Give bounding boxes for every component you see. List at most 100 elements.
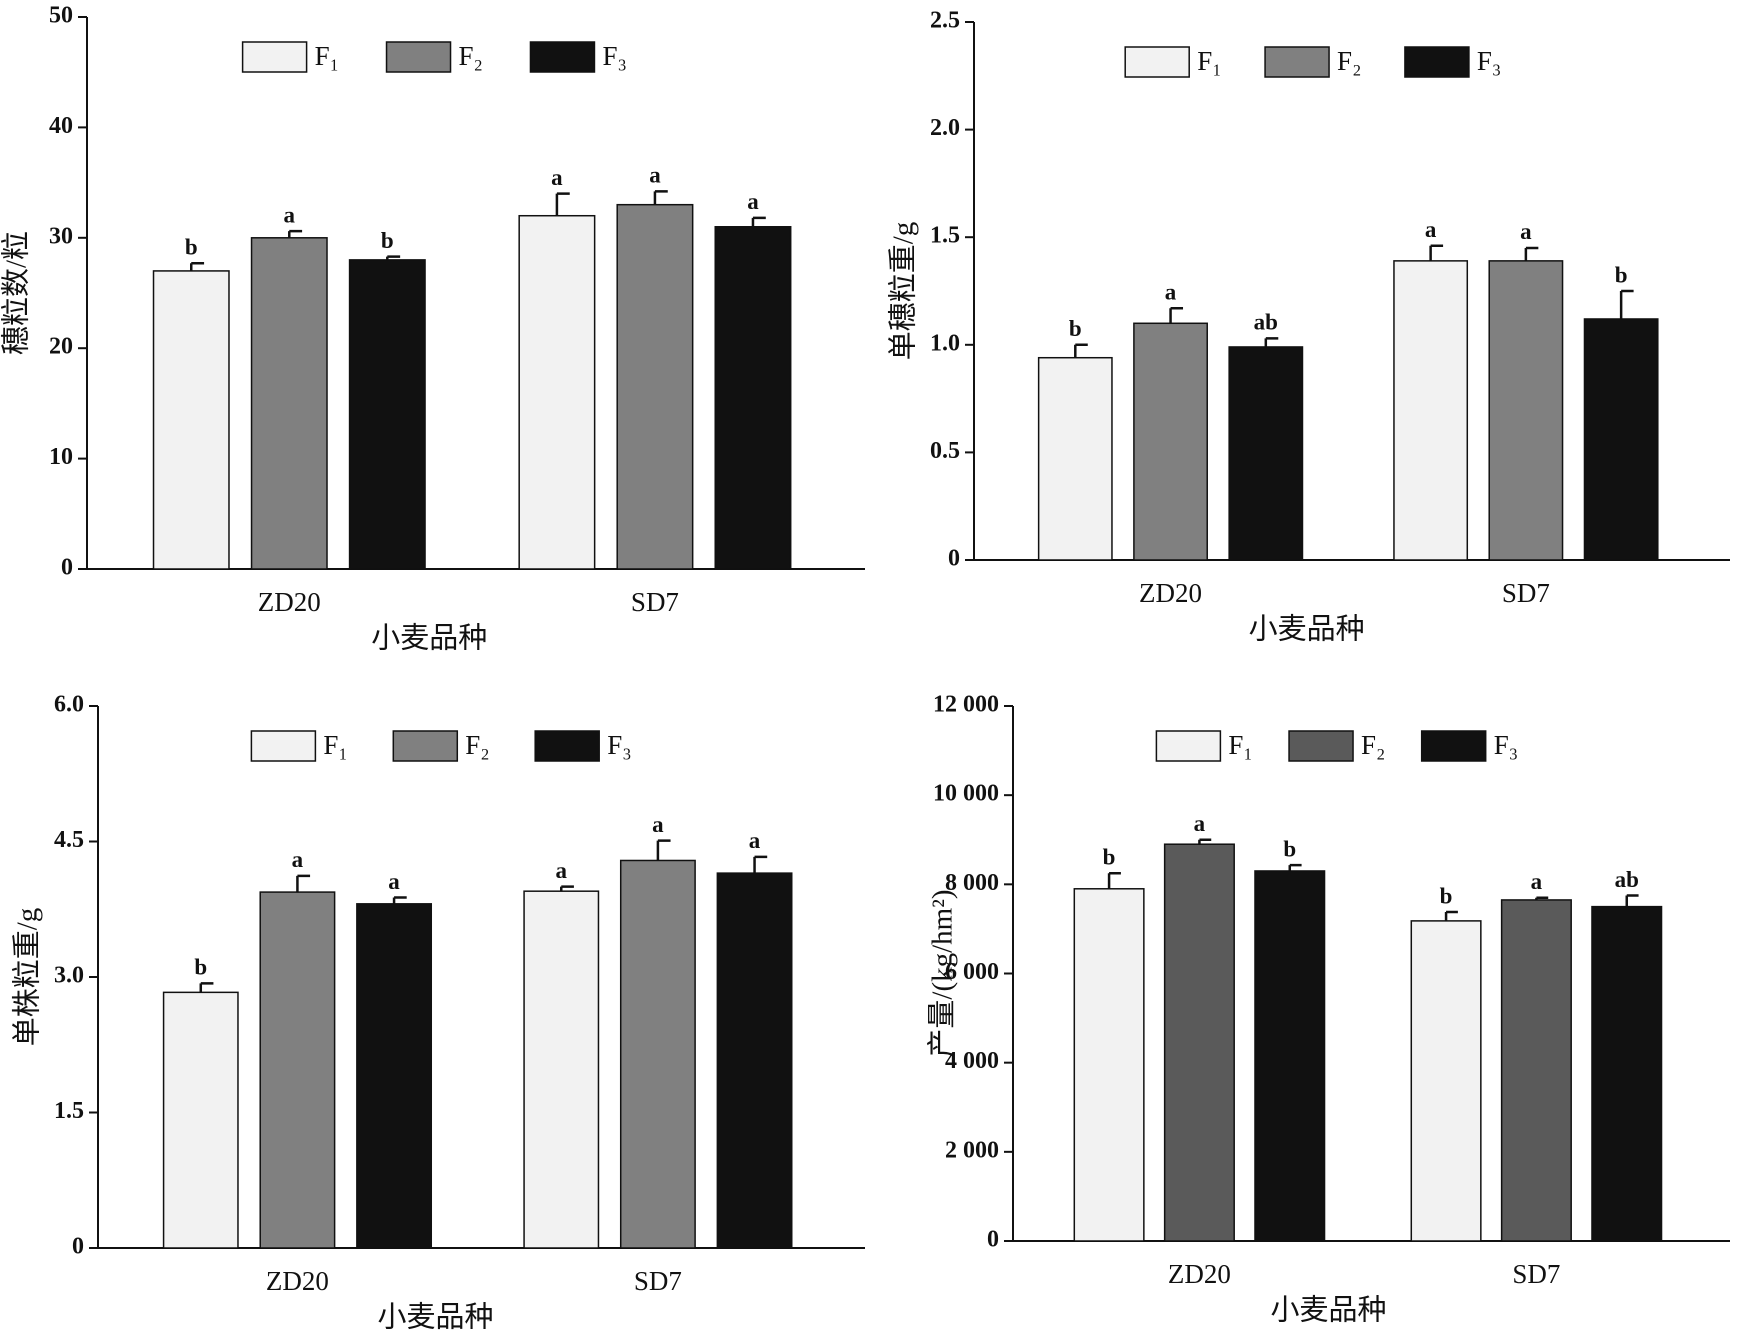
y-tick-label: 6.0 xyxy=(54,692,84,718)
legend-label: F₂ xyxy=(1361,730,1385,760)
significance-letter: a xyxy=(749,828,761,853)
y-tick-label: 1.5 xyxy=(930,223,960,249)
x-tick-label: ZD20 xyxy=(1168,1259,1231,1289)
y-tick-label: 0 xyxy=(72,1234,84,1260)
y-tick-label: 0 xyxy=(987,1227,999,1253)
legend-swatch xyxy=(1404,46,1470,78)
y-axis-label: 产量/(kg/hm²) xyxy=(926,889,959,1057)
legend-label: F₁ xyxy=(315,41,339,71)
error-bar xyxy=(555,192,570,216)
x-tick-label: SD7 xyxy=(1512,1259,1560,1289)
x-tick-label: ZD20 xyxy=(266,1266,329,1296)
significance-letter: a xyxy=(1520,219,1532,244)
y-tick-label: 4.5 xyxy=(54,827,84,853)
error-bar xyxy=(1169,306,1184,324)
x-axis-label: 小麦品种 xyxy=(377,1301,493,1334)
legend-swatch xyxy=(1288,730,1354,762)
error-bar xyxy=(386,255,401,260)
bar xyxy=(1500,899,1572,1242)
legend-swatch xyxy=(534,730,600,762)
error-bar xyxy=(560,885,574,892)
y-tick-label: 20 xyxy=(49,334,73,360)
bar xyxy=(356,903,433,1249)
y-tick-label: 40 xyxy=(49,113,73,139)
y-tick-label: 10 xyxy=(49,444,73,470)
significance-letter: b xyxy=(194,955,207,980)
significance-letter: a xyxy=(1531,869,1543,894)
legend-label: F₃ xyxy=(1494,730,1518,760)
x-tick-label: SD7 xyxy=(1502,578,1550,608)
significance-letter: b xyxy=(1283,836,1296,861)
x-tick-label: SD7 xyxy=(631,587,679,617)
significance-letter: b xyxy=(1069,316,1082,341)
y-tick-label: 50 xyxy=(49,3,73,29)
legend-swatch xyxy=(1264,46,1330,78)
significance-letter: ab xyxy=(1254,310,1278,335)
y-tick-label: 4 000 xyxy=(945,1048,999,1074)
significance-letter: a xyxy=(292,847,304,872)
y-tick-label: 8 000 xyxy=(945,870,999,896)
significance-letter: a xyxy=(747,189,759,214)
legend-label: F₂ xyxy=(465,730,489,760)
legend-swatch xyxy=(250,730,317,762)
bar xyxy=(1073,888,1145,1242)
significance-letter: b xyxy=(1615,262,1628,287)
significance-letter: a xyxy=(649,163,661,188)
y-tick-label: 1.0 xyxy=(930,330,960,356)
bar xyxy=(619,859,696,1249)
error-bar xyxy=(1625,894,1639,907)
chart-panel: 0 1.5 3.0 4.5 6.0 ZD20 b a a SD7 a a a 小麦品种 单株粒重/g F₁ F₂… xyxy=(11,692,865,1334)
legend-swatch xyxy=(241,41,308,73)
significance-letter: a xyxy=(1425,217,1437,242)
bar xyxy=(1393,260,1469,561)
error-bar xyxy=(1429,244,1444,261)
bar xyxy=(1228,346,1304,561)
bar xyxy=(1488,260,1564,561)
bar xyxy=(1163,843,1235,1242)
y-tick-label: 2.0 xyxy=(930,115,960,141)
bar xyxy=(259,891,336,1249)
legend-swatch xyxy=(529,41,596,73)
y-tick-label: 6 000 xyxy=(945,959,999,985)
error-bar xyxy=(190,261,205,271)
bar xyxy=(1591,905,1663,1242)
error-bar xyxy=(1524,246,1539,261)
bar xyxy=(250,237,328,570)
bar xyxy=(348,259,426,570)
y-tick-label: 0 xyxy=(61,555,73,581)
bar xyxy=(162,991,239,1249)
legend-label: F₁ xyxy=(323,730,347,760)
bar xyxy=(1133,322,1208,561)
error-bar xyxy=(1264,337,1279,347)
legend-label: F₃ xyxy=(607,730,631,760)
x-tick-label: ZD20 xyxy=(1139,578,1202,608)
bar xyxy=(1410,920,1482,1242)
significance-letter: a xyxy=(652,812,664,837)
bar xyxy=(518,214,596,570)
y-axis-label: 单株粒重/g xyxy=(11,908,44,1047)
x-tick-label: ZD20 xyxy=(258,587,321,617)
significance-letter: a xyxy=(284,202,296,227)
x-axis-label: 小麦品种 xyxy=(1270,1294,1386,1327)
y-tick-label: 2.5 xyxy=(930,8,960,34)
legend-label: F₂ xyxy=(459,41,483,71)
y-tick-label: 12 000 xyxy=(933,692,999,718)
error-bar xyxy=(1619,289,1634,319)
bar xyxy=(523,890,600,1249)
y-tick-label: 30 xyxy=(49,223,73,249)
y-axis-label: 穗粒数/粒 xyxy=(0,231,33,355)
error-bar xyxy=(1535,896,1549,900)
y-tick-label: 1.5 xyxy=(54,1098,84,1124)
legend-label: F₂ xyxy=(1337,46,1361,76)
legend-swatch xyxy=(1420,730,1487,762)
legend-swatch xyxy=(392,730,459,762)
bar xyxy=(152,270,230,570)
error-bar xyxy=(1107,871,1121,889)
legend-label: F₁ xyxy=(1228,730,1252,760)
error-bar xyxy=(296,874,311,893)
error-bar xyxy=(1074,343,1088,358)
bar xyxy=(1254,870,1326,1242)
legend-label: F₃ xyxy=(602,41,626,71)
